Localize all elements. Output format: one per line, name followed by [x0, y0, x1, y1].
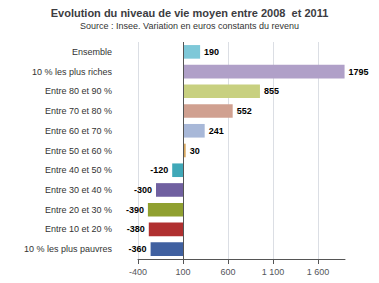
svg-text:Entre 60 et 70 %: Entre 60 et 70 % [45, 126, 112, 136]
svg-text:Entre 50 et 60 %: Entre 50 et 60 % [45, 146, 112, 156]
svg-text:600: 600 [220, 267, 235, 277]
svg-text:Ensemble: Ensemble [72, 47, 112, 57]
svg-text:Entre 80 et 90 %: Entre 80 et 90 % [45, 86, 112, 96]
svg-text:Entre 10 et 20 %: Entre 10 et 20 % [45, 224, 112, 234]
svg-text:-400: -400 [129, 267, 147, 277]
svg-text:-360: -360 [129, 244, 147, 254]
svg-text:30: 30 [190, 146, 200, 156]
svg-text:Evolution du niveau de vie moy: Evolution du niveau de vie moyen entre 2… [51, 7, 329, 19]
svg-text:10 % les plus pauvres: 10 % les plus pauvres [24, 244, 113, 254]
svg-text:1 100: 1 100 [262, 267, 285, 277]
svg-text:Entre 70 et 80 %: Entre 70 et 80 % [45, 106, 112, 116]
svg-text:-390: -390 [126, 205, 144, 215]
svg-text:-300: -300 [134, 185, 152, 195]
svg-text:552: 552 [237, 106, 252, 116]
svg-text:855: 855 [264, 86, 279, 96]
svg-text:241: 241 [209, 126, 224, 136]
svg-text:100: 100 [175, 267, 190, 277]
svg-text:1 600: 1 600 [307, 267, 330, 277]
svg-text:1795: 1795 [349, 67, 369, 77]
svg-text:Entre 30 et 40 %: Entre 30 et 40 % [45, 185, 112, 195]
svg-text:Entre 40 et 50 %: Entre 40 et 50 % [45, 165, 112, 175]
svg-text:Source : Insee. Variation en e: Source : Insee. Variation en euros const… [80, 21, 299, 31]
svg-text:Entre 20 et 30 %: Entre 20 et 30 % [45, 205, 112, 215]
svg-text:190: 190 [204, 47, 219, 57]
svg-text:10 % les plus riches: 10 % les plus riches [32, 67, 113, 77]
svg-text:-120: -120 [150, 165, 168, 175]
svg-text:-380: -380 [127, 224, 145, 234]
